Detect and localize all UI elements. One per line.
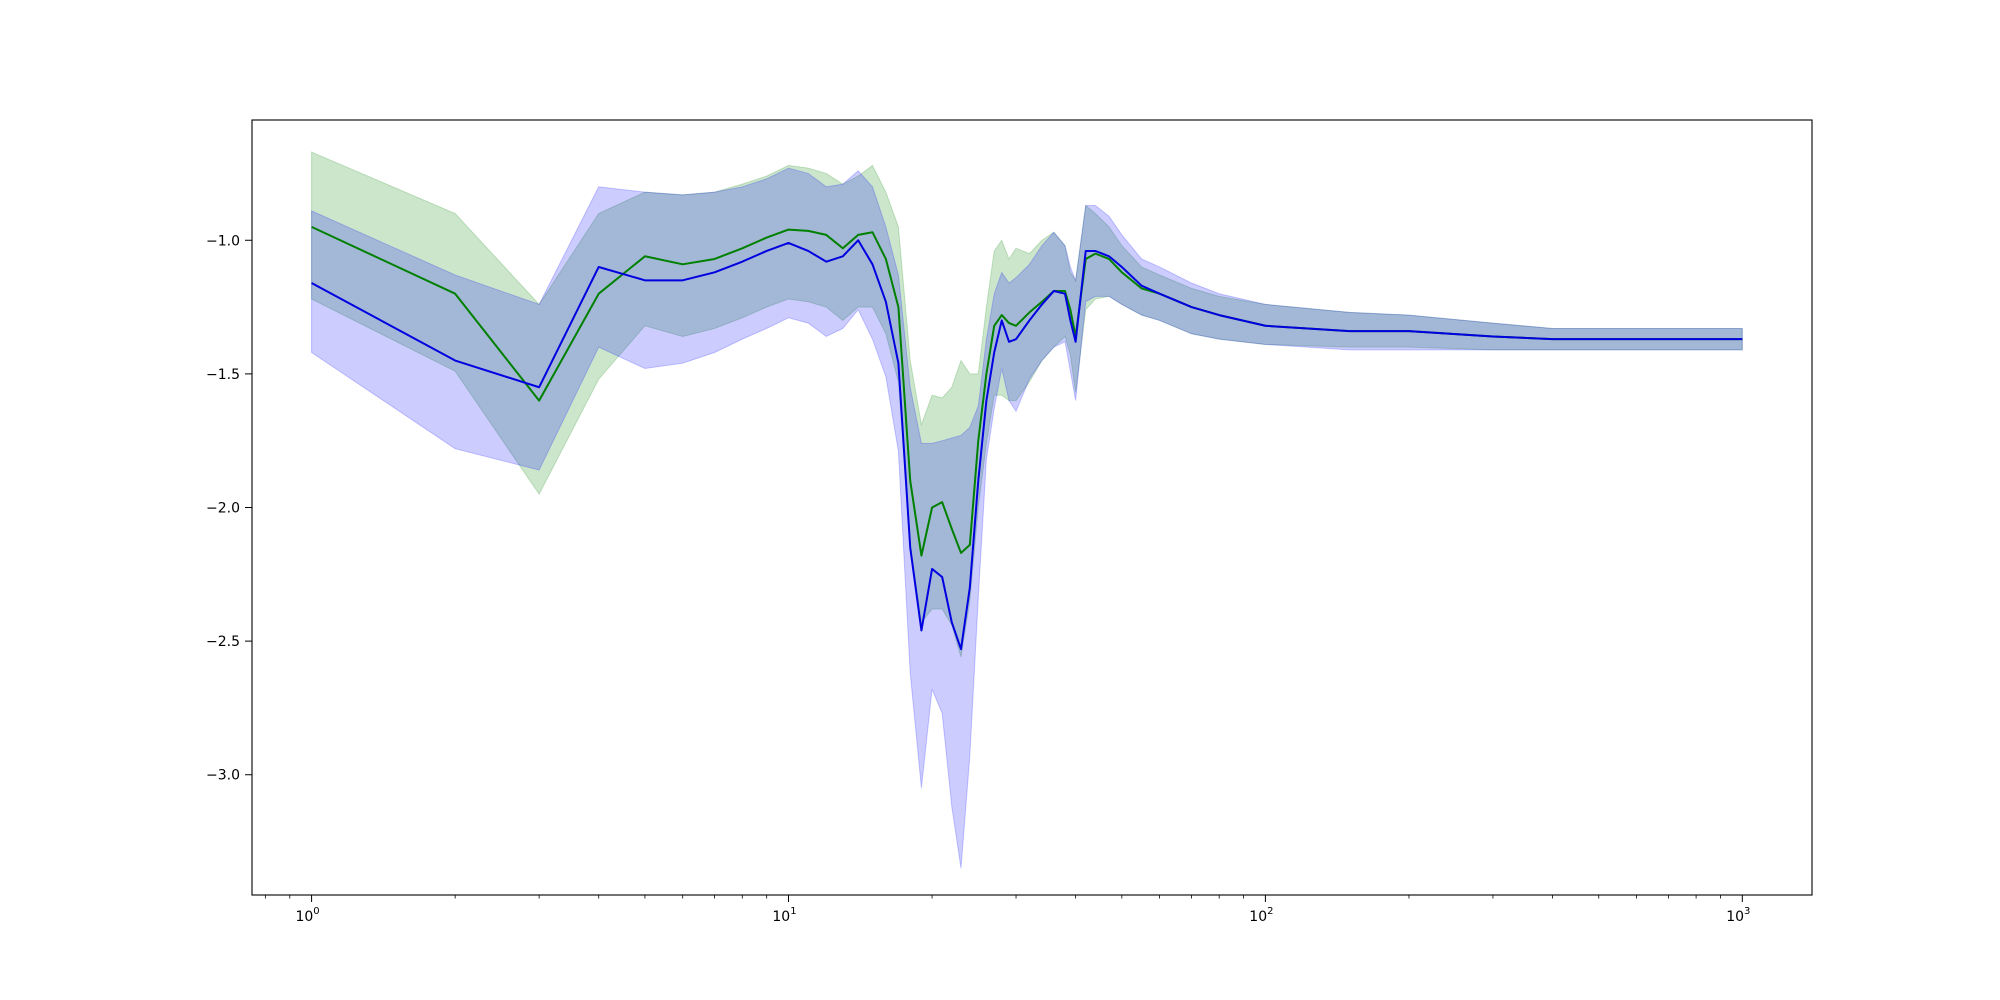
x-tick-base: 10: [772, 909, 790, 925]
y-tick-label: −2.0: [206, 501, 240, 517]
y-tick-label: −2.5: [206, 634, 240, 650]
x-tick-exponent: 0: [313, 906, 319, 917]
x-tick-label: 102: [1249, 906, 1273, 925]
x-tick-label: 101: [772, 906, 796, 925]
series-2-band: [311, 167, 1743, 869]
x-tick-base: 10: [295, 909, 313, 925]
x-tick-base: 10: [1249, 909, 1267, 925]
x-tick-label: 100: [295, 906, 319, 925]
y-axis: −1.0 −1.5 −2.0 −2.5 −3.0: [206, 233, 252, 784]
x-tick-base: 10: [1726, 909, 1744, 925]
plot-frame: [251, 119, 1813, 896]
x-axis: 100 101 102 103: [264, 895, 1750, 925]
series-2-line: [311, 239, 1743, 651]
y-tick-label: −1.5: [206, 367, 240, 383]
y-tick-label: −3.0: [206, 768, 240, 784]
x-tick-exponent: 1: [790, 906, 796, 917]
series-lines: [311, 225, 1743, 651]
confidence-bands: [311, 151, 1743, 869]
x-tick-label: 103: [1726, 906, 1750, 925]
x-tick-exponent: 2: [1267, 906, 1273, 917]
y-tick-label: −1.0: [206, 233, 240, 249]
x-tick-exponent: 3: [1744, 906, 1750, 917]
